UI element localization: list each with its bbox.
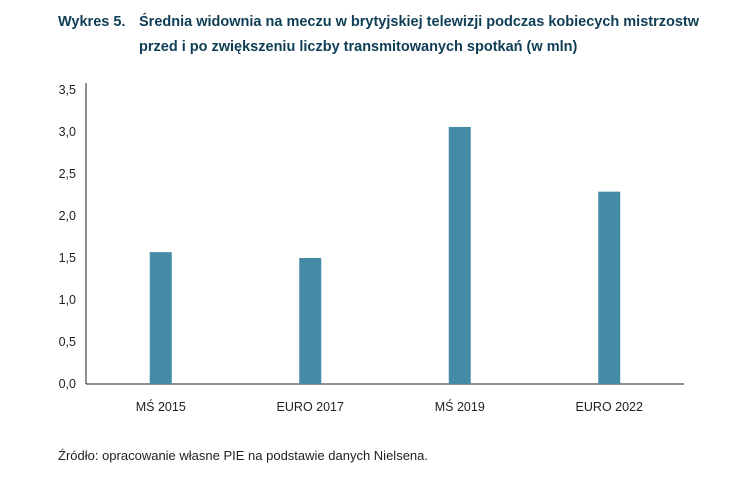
bar [448, 126, 471, 385]
y-tick-label: 2,5 [59, 167, 76, 181]
y-tick-label: 3,0 [59, 125, 76, 139]
x-tick-label: MŚ 2019 [435, 399, 485, 414]
y-tick-label: 3,5 [59, 83, 76, 97]
y-tick-label: 0,5 [59, 335, 76, 349]
bar [598, 191, 621, 384]
bar [149, 252, 172, 384]
bar [299, 258, 322, 384]
chart-title-text: Średnia widownia na meczu w brytyjskiej … [139, 14, 700, 55]
source-note: Źródło: opracowanie własne PIE na podsta… [58, 448, 428, 463]
y-tick-label: 2,0 [59, 209, 76, 223]
y-tick-label: 1,5 [59, 251, 76, 265]
chart-number: Wykres 5. [58, 14, 126, 30]
x-tick-label: EURO 2017 [277, 400, 344, 414]
y-tick-label: 1,0 [59, 293, 76, 307]
y-tick-label: 0,0 [59, 377, 76, 391]
bar-chart: 0,0 0,5 1,0 1,5 2,0 2,5 3,0 3,5 MŚ 2015 EURO 2017… [59, 83, 684, 414]
x-tick-label: MŚ 2015 [136, 399, 186, 414]
x-tick-label: EURO 2022 [576, 400, 643, 414]
